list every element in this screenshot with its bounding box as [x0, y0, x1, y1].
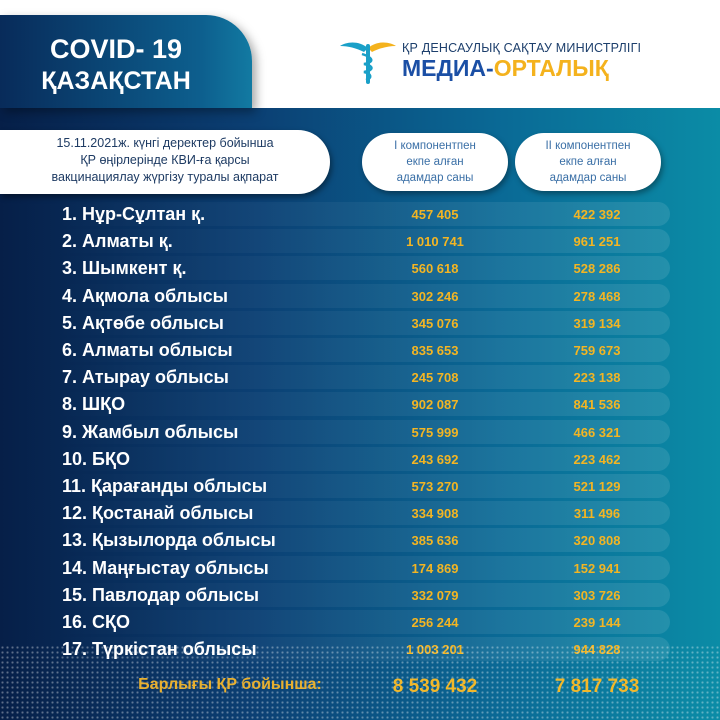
table-row: 1. Нұр-Сұлтан қ. 457 405 422 392	[50, 202, 670, 226]
media-center-logo: ҚР ДЕНСАУЛЫҚ САҚТАУ МИНИСТРЛІГІ МЕДИА-ОР…	[338, 36, 641, 86]
second-dose-count: 841 536	[573, 397, 621, 413]
second-dose-count: 422 392	[573, 207, 621, 222]
caduceus-icon	[340, 42, 396, 84]
table-row: 13. Қызылорда облысы 385 636 320 808	[50, 528, 670, 553]
region-name: 15. Павлодар облысы	[62, 584, 260, 605]
table-row: 8. ШҚО 902 087 841 536	[50, 392, 670, 417]
first-dose-count: 334 908	[411, 506, 459, 522]
info-header: 15.11.2021ж. күнгі деректер бойынша ҚР ө…	[0, 130, 330, 194]
media-center-name: МЕДИА-ОРТАЛЫҚ	[402, 55, 641, 81]
table-row: 3. Шымкент қ. 560 618 528 286	[50, 256, 670, 281]
second-dose-count: 320 808	[573, 533, 621, 549]
table-row: 14. Маңғыстау облысы 174 869 152 941	[50, 555, 670, 580]
dot-pattern-overlay	[0, 645, 720, 720]
table-row: 5. Ақтөбе облысы 345 076 319 134	[50, 310, 670, 335]
second-dose-count: 223 462	[573, 451, 621, 467]
first-dose-count: 573 270	[411, 479, 459, 494]
table-row: 2. Алматы қ. 1 010 741 961 251	[50, 229, 670, 254]
ministry-name: ҚР ДЕНСАУЛЫҚ САҚТАУ МИНИСТРЛІГІ	[402, 41, 642, 55]
table-row: 4. Ақмола облысы 302 246 278 468	[50, 283, 670, 308]
background	[0, 108, 720, 720]
first-dose-count: 385 636	[411, 533, 459, 549]
table-row: 15. Павлодар облысы 332 079 303 726	[50, 582, 670, 607]
column-header-first-dose: I компонентпен екпе алған адамдар саны	[362, 133, 508, 191]
info-line: ҚР өңірлерінде КВИ-ға қарсы	[80, 153, 250, 167]
info-line: 15.11.2021ж. күнгі деректер бойынша	[56, 136, 274, 150]
second-dose-count: 303 726	[573, 587, 621, 603]
country-title: ҚАЗАҚСТАН	[41, 67, 191, 95]
region-name: 4. Ақмола облысы	[62, 285, 228, 306]
covid-title: COVID- 19	[49, 34, 183, 64]
region-name: 12. Қостанай облысы	[62, 503, 254, 524]
table-row: 9. Жамбыл облысы 575 999 466 321	[50, 419, 670, 444]
first-dose-count: 902 087	[411, 397, 459, 413]
second-dose-count: 319 134	[573, 315, 621, 331]
region-name: 17. Түркістан облысы	[62, 639, 257, 660]
first-dose-count: 835 653	[411, 343, 459, 358]
first-dose-count: 256 244	[411, 615, 459, 630]
second-dose-count: 944 828	[542, 642, 652, 657]
second-dose-count: 278 468	[573, 288, 621, 304]
region-name: 16. СҚО	[62, 612, 131, 632]
media-part2: ОРТАЛЫҚ	[493, 55, 609, 81]
column-header-line: II компонентпен	[545, 140, 631, 152]
region-name: 1. Нұр-Сұлтан қ.	[62, 204, 206, 224]
region-name: 10. БҚО	[62, 448, 130, 469]
column-header-line: адамдар саны	[549, 172, 627, 184]
first-dose-count: 575 999	[411, 424, 459, 440]
region-name: 14. Маңғыстау облысы	[62, 557, 269, 578]
second-dose-count: 528 286	[573, 261, 621, 277]
table-row: 6. Алматы облысы 835 653 759 673	[50, 338, 670, 362]
second-dose-count: 223 138	[573, 370, 621, 386]
region-name: 5. Ақтөбе облысы	[62, 312, 224, 333]
media-part1: МЕДИА-	[402, 55, 494, 81]
column-header-line: адамдар саны	[396, 172, 474, 184]
second-dose-count: 152 941	[573, 560, 621, 576]
total-second-dose: 7 817 733	[554, 676, 640, 697]
region-name: 7. Атырау облысы	[62, 367, 229, 388]
region-name: 6. Алматы облысы	[62, 340, 233, 360]
second-dose-count: 759 673	[573, 343, 621, 358]
first-dose-count: 1 003 201	[380, 642, 490, 657]
second-dose-count: 466 321	[573, 424, 621, 440]
column-header-line: екпе алған	[559, 156, 617, 168]
second-dose-count: 239 144	[573, 615, 621, 630]
table-row: 12. Қостанай облысы 334 908 311 496	[50, 501, 670, 526]
column-header-line: екпе алған	[406, 156, 464, 168]
table-row: 7. Атырау облысы 245 708 223 138	[50, 365, 670, 390]
first-dose-count: 345 076	[411, 315, 459, 331]
first-dose-count: 1 010 741	[406, 234, 464, 250]
table-row: 16. СҚО 256 244 239 144	[50, 610, 670, 634]
region-name: 8. ШҚО	[62, 394, 126, 415]
total-row: Барлығы ҚР бойынша: 8 539 432 7 817 733	[0, 676, 720, 702]
first-dose-count: 302 246	[411, 288, 459, 304]
second-dose-count: 311 496	[573, 506, 621, 522]
second-dose-count: 521 129	[573, 479, 621, 494]
column-header-line: I компонентпен	[394, 140, 476, 152]
column-header-second-dose: II компонентпен екпе алған адамдар саны	[515, 133, 661, 191]
region-name: 11. Қарағанды облысы	[62, 476, 268, 496]
first-dose-count: 457 405	[411, 207, 459, 222]
total-first-dose: 8 539 432	[392, 676, 478, 697]
first-dose-count: 245 708	[411, 370, 459, 386]
region-name: 9. Жамбыл облысы	[62, 421, 239, 442]
table-row: 11. Қарағанды облысы 573 270 521 129	[50, 474, 670, 498]
first-dose-count: 243 692	[411, 451, 459, 467]
second-dose-count: 961 251	[573, 234, 621, 250]
table-row: 10. БҚО 243 692 223 462	[50, 446, 670, 471]
region-name: 13. Қызылорда облысы	[62, 530, 276, 551]
first-dose-count: 174 869	[411, 560, 459, 576]
region-name: 3. Шымкент қ.	[62, 258, 187, 279]
first-dose-count: 332 079	[411, 587, 459, 603]
table-row: 17. Түркістан облысы 1 003 201 944 828	[50, 637, 670, 662]
info-line: вакцинациялау жүргізу туралы ақпарат	[51, 170, 279, 184]
total-label: Барлығы ҚР бойынша:	[138, 676, 322, 693]
first-dose-count: 560 618	[411, 261, 459, 277]
region-name: 2. Алматы қ.	[62, 231, 173, 252]
covid-title-badge: COVID- 19 ҚАЗАҚСТАН	[0, 15, 252, 108]
